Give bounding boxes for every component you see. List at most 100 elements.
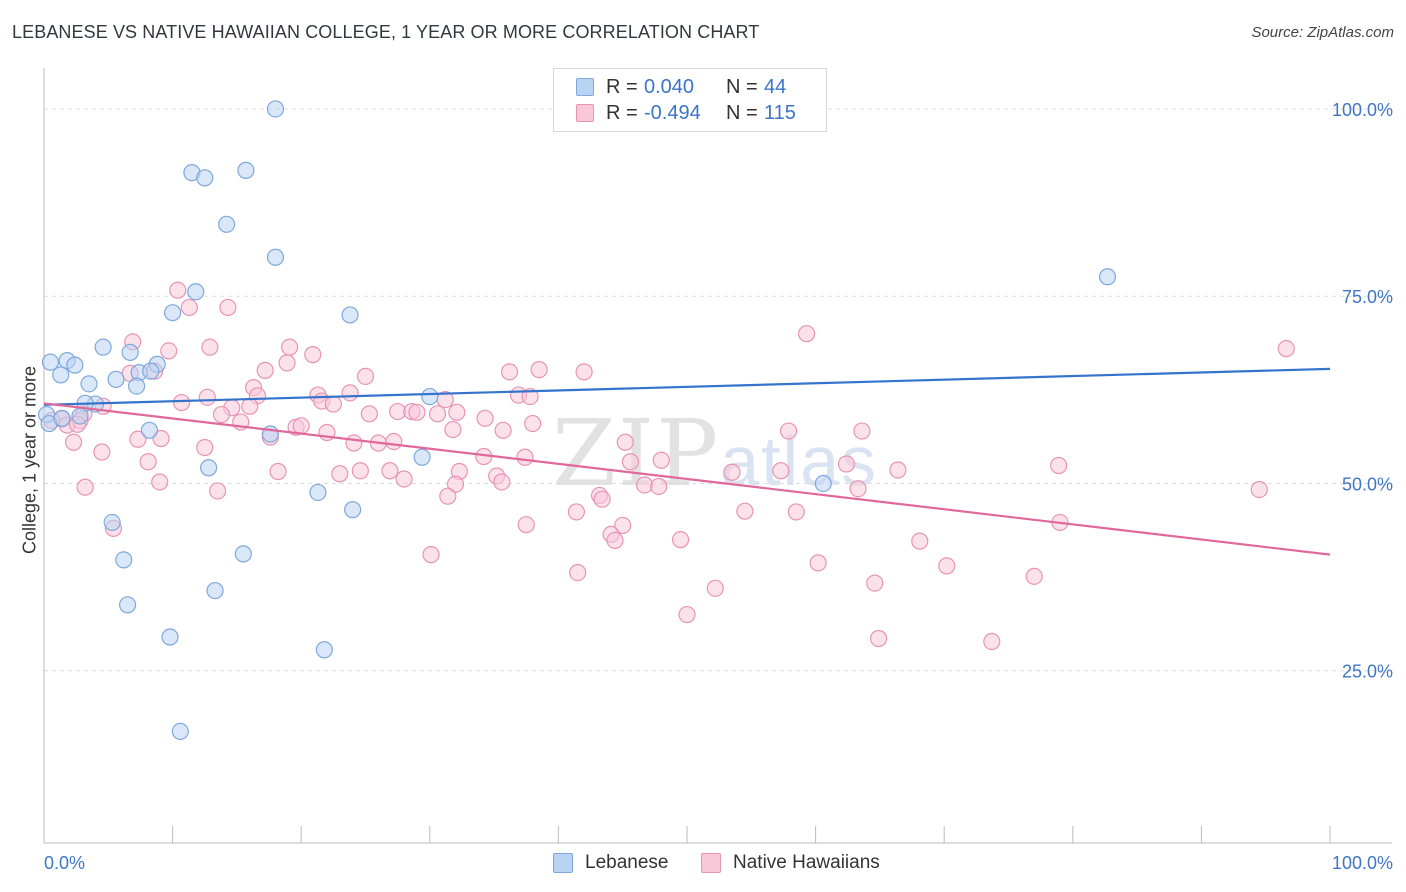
lebanese-point-40 (315, 641, 333, 659)
lebanese-point-30 (200, 459, 218, 477)
hawaiian-r-label: R = (606, 101, 638, 124)
hawaiian-point-5 (201, 338, 219, 356)
hawaiian-point-0 (169, 281, 187, 299)
lebanese-point-20 (80, 375, 98, 393)
hawaiian-swatch (576, 104, 594, 122)
hawaiian-n-value: 115 (764, 101, 796, 124)
hawaiian-point-74 (151, 473, 169, 491)
hawaiian-point-105 (678, 605, 696, 624)
hawaiian-point-82 (209, 482, 227, 500)
hawaiian-point-70 (723, 463, 741, 481)
lebanese-point-12 (41, 353, 60, 371)
y-tick-label-3: 100.0% (1332, 100, 1393, 120)
hawaiian-point-61 (621, 453, 640, 471)
hawaiian-point-106 (870, 629, 888, 648)
hawaiian-point-77 (493, 473, 511, 491)
lebanese-point-5 (266, 248, 285, 266)
hawaiian-point-48 (853, 422, 871, 440)
lebanese-point-26 (140, 421, 159, 439)
hawaiian-point-107 (983, 632, 1001, 651)
hawaiian-point-57 (196, 438, 214, 457)
hawaiian-point-7 (304, 346, 322, 364)
hawaiian-point-89 (787, 503, 805, 521)
lebanese-point-6 (187, 283, 205, 301)
hawaiian-point-16 (575, 363, 593, 381)
hawaiian-point-76 (446, 475, 465, 493)
lebanese-point-10 (94, 338, 112, 356)
lebanese-point-19 (107, 370, 125, 388)
hawaiian-point-65 (331, 465, 349, 483)
hawaiian-point-80 (849, 480, 867, 498)
lebanese-point-0 (266, 100, 285, 118)
lebanese-trend-line (43, 367, 1331, 406)
hawaiian-point-63 (139, 453, 157, 471)
hawaiian-point-60 (516, 448, 534, 466)
lebanese-point-28 (421, 387, 439, 406)
correlation-legend: R = 0.040 N = 44 R = -0.494 N = 115 (553, 68, 827, 132)
hawaiian-point-62 (837, 455, 856, 473)
watermark-zip: ZIP (552, 400, 721, 507)
hawaiian-point-54 (385, 432, 403, 451)
hawaiian-point-14 (500, 363, 519, 381)
bottom-legend-hawaiian: Native Hawaiians (701, 852, 880, 874)
hawaiian-point-24 (521, 387, 539, 406)
bottom-legend-lebanese: Lebanese (553, 852, 668, 874)
bottom-hawaiian-swatch (701, 853, 721, 873)
hawaiian-r-value: -0.494 (644, 101, 701, 124)
hawaiian-point-1 (180, 298, 198, 317)
hawaiian-point-91 (614, 516, 632, 535)
y-tick-label-2: 75.0% (1342, 287, 1393, 307)
x-tick-label-1: 100.0% (1332, 853, 1393, 873)
x-tick-label-0: 0.0% (44, 853, 85, 873)
hawaiian-point-47 (779, 422, 798, 440)
lebanese-point-8 (341, 306, 359, 324)
lebanese-point-11 (121, 343, 139, 361)
hawaiian-point-36 (476, 409, 494, 427)
hawaiian-point-104 (706, 579, 724, 597)
hawaiian-point-78 (635, 476, 654, 494)
hawaiian-point-2 (219, 298, 237, 317)
hawaiian-point-21 (341, 384, 359, 402)
hawaiian-point-8 (278, 354, 296, 372)
hawaiian-point-95 (606, 531, 624, 549)
lebanese-point-14 (66, 356, 84, 374)
hawaiian-point-6 (281, 338, 299, 356)
hawaiian-point-58 (93, 443, 111, 461)
hawaiian-n-label: N = (726, 101, 758, 124)
hawaiian-point-66 (351, 462, 369, 480)
lebanese-point-32 (814, 474, 832, 493)
hawaiian-point-87 (567, 503, 586, 521)
hawaiian-point-34 (360, 405, 378, 423)
hawaiian-point-98 (422, 546, 440, 564)
hawaiian-point-110 (212, 405, 231, 424)
hawaiian-point-113 (524, 414, 542, 433)
lebanese-n-label: N = (726, 75, 758, 98)
lebanese-point-21 (127, 377, 146, 395)
legend-row-hawaiian: R = -0.494 N = 115 (576, 101, 796, 125)
hawaiian-point-67 (381, 462, 399, 480)
lebanese-point-29 (413, 448, 431, 466)
y-axis-label: College, 1 year or more (19, 365, 40, 555)
hawaiian-point-103 (866, 574, 884, 592)
hawaiian-point-32 (408, 403, 426, 421)
lebanese-point-37 (118, 596, 137, 614)
hawaiian-point-17 (1277, 340, 1295, 358)
hawaiian-point-71 (772, 462, 790, 480)
lebanese-point-38 (206, 581, 224, 600)
lebanese-r-value: 0.040 (644, 75, 695, 98)
lebanese-r-label: R = (606, 75, 638, 98)
lebanese-point-25 (71, 407, 89, 425)
hawaiian-point-96 (671, 531, 690, 549)
hawaiian-point-86 (1250, 480, 1268, 499)
hawaiian-point-12 (256, 361, 274, 379)
hawaiian-point-9 (797, 325, 816, 343)
hawaiian-point-64 (269, 462, 287, 481)
hawaiian-trend-line (43, 402, 1331, 556)
hawaiian-point-85 (593, 490, 611, 508)
lebanese-point-41 (171, 722, 189, 740)
hawaiian-point-46 (494, 421, 512, 439)
lebanese-point-33 (344, 501, 362, 519)
hawaiian-point-75 (395, 470, 413, 488)
lebanese-point-35 (115, 551, 133, 569)
hawaiian-point-72 (889, 461, 907, 479)
